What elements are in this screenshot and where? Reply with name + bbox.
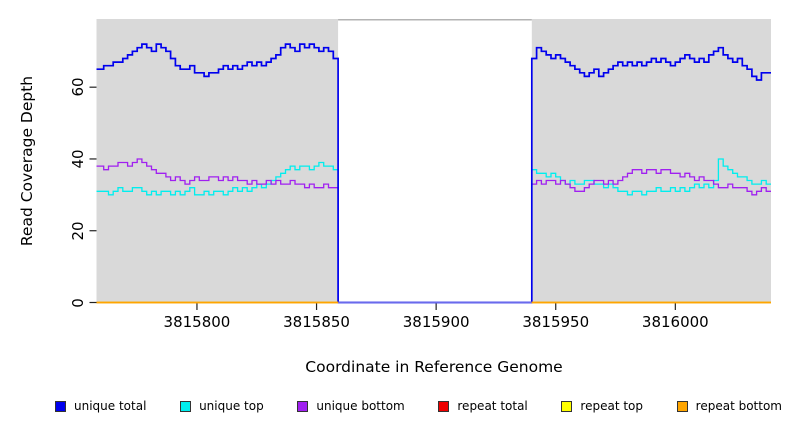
legend-swatch-icon bbox=[438, 400, 450, 412]
x-tick-label: 3815950 bbox=[522, 313, 590, 331]
y-axis-title: Read Coverage Depth bbox=[18, 75, 36, 247]
chart-legend: unique total unique top unique bottom repea… bbox=[55, 399, 782, 413]
legend-swatch-icon bbox=[180, 400, 192, 412]
legend-item-repeat-bottom: repeat bottom bbox=[676, 399, 782, 413]
legend-label: unique bottom bbox=[316, 399, 405, 413]
legend-swatch-icon bbox=[561, 400, 573, 412]
legend-item-repeat-top: repeat top bbox=[561, 399, 643, 413]
legend-item-unique-bottom: unique bottom bbox=[297, 399, 405, 413]
series-unique-total bbox=[96, 43, 771, 304]
x-tick-label: 3815900 bbox=[402, 313, 470, 331]
y-tick-label: 20 bbox=[69, 221, 87, 241]
y-tick-label: 40 bbox=[69, 149, 87, 169]
y-tick-label: 60 bbox=[69, 77, 87, 97]
legend-item-unique-total: unique total bbox=[55, 399, 146, 413]
legend-item-unique-top: unique top bbox=[180, 399, 264, 413]
y-tick-label: 0 bbox=[69, 297, 87, 308]
legend-label: repeat top bbox=[580, 399, 644, 413]
x-tick-label: 3816000 bbox=[641, 313, 709, 331]
legend-label: unique total bbox=[74, 399, 147, 413]
legend-label: repeat total bbox=[457, 399, 528, 413]
panel-left bbox=[96, 19, 339, 304]
legend-swatch-icon bbox=[55, 400, 66, 412]
legend-label: unique top bbox=[199, 399, 264, 413]
x-axis-title: Coordinate in Reference Genome bbox=[305, 358, 563, 376]
legend-label: repeat bottom bbox=[695, 399, 782, 413]
legend-swatch-icon bbox=[676, 400, 688, 412]
legend-item-repeat-total: repeat total bbox=[438, 399, 528, 413]
x-tick-label: 3815850 bbox=[283, 313, 350, 331]
x-tick-label: 3815800 bbox=[163, 313, 231, 331]
legend-swatch-icon bbox=[297, 400, 309, 412]
